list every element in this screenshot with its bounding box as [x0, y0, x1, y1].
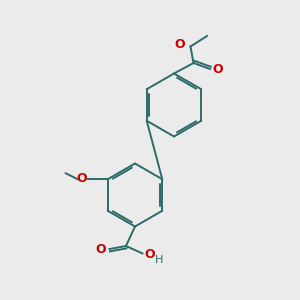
- Text: O: O: [76, 172, 87, 185]
- Text: O: O: [175, 38, 185, 52]
- Text: O: O: [144, 248, 154, 262]
- Text: O: O: [95, 243, 106, 256]
- Text: H: H: [155, 255, 164, 265]
- Text: O: O: [212, 62, 223, 76]
